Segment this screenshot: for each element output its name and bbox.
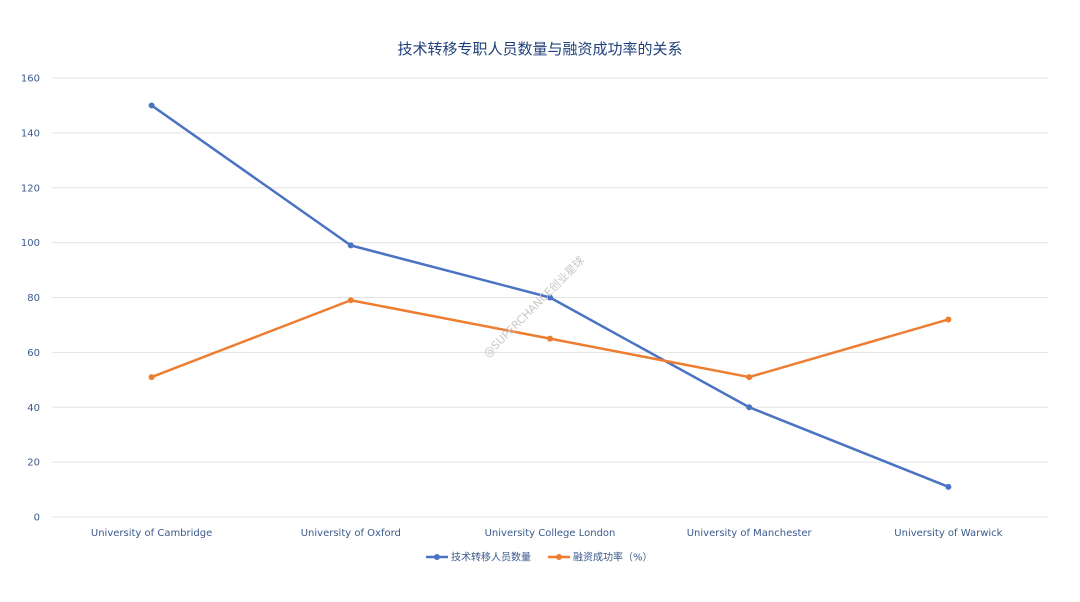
y-tick-label: 20 [27,458,40,469]
legend-label: 技术转移人员数量 [451,551,531,564]
x-tick-label: University College London [485,528,616,539]
x-tick-label: University of Oxford [301,528,401,539]
x-tick-label: University of Cambridge [91,528,212,539]
y-tick-label: 0 [34,513,40,524]
data-point [746,374,753,381]
data-point [347,242,354,249]
legend-marker [434,554,440,560]
chart-title: 技术转移专职人员数量与融资成功率的关系 [397,40,682,58]
y-tick-label: 140 [21,128,40,139]
y-tick-label: 120 [21,183,40,194]
watermark: @SUPERCHANCE创业星球 [480,253,587,360]
data-point [547,335,553,342]
data-point [547,294,553,301]
data-point [746,404,753,411]
x-tick-label: University of Warwick [894,528,1002,539]
y-axis: 0 20 40 60 80 100 120 140 160 [21,74,40,524]
data-point [148,374,155,381]
y-tick-label: 40 [27,403,40,414]
data-point [347,297,354,304]
legend-label: 融资成功率（%） [573,551,653,564]
data-point [945,316,952,323]
x-tick-label: University of Manchester [687,528,813,539]
y-tick-label: 100 [21,238,40,249]
x-axis: University of Cambridge University of Oxf… [91,528,1003,539]
y-tick-label: 160 [21,74,40,85]
legend: 技术转移人员数量 融资成功率（%） [426,551,653,564]
data-point [945,483,952,490]
data-point [148,102,155,109]
y-tick-label: 80 [27,293,40,304]
series-lines [148,102,952,490]
y-tick-label: 60 [27,348,40,359]
legend-marker [556,554,562,560]
